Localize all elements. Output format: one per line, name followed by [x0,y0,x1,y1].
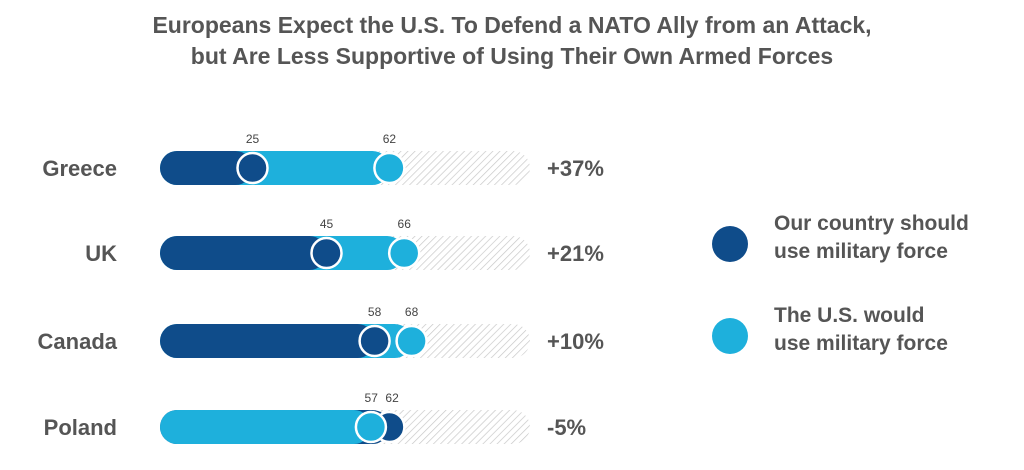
chart-title-line-2: but Are Less Supportive of Using Their O… [190,43,834,69]
category-label: Poland [44,415,117,440]
value-label-us: 57 [365,391,379,405]
category-label: Canada [38,329,118,354]
chart-title-line-1: Europeans Expect the U.S. To Defend a NA… [152,12,872,38]
category-label: Greece [42,156,117,181]
legend: Our country should use military force Th… [712,210,1012,394]
bar-base-poland [160,410,371,444]
chart-title: Europeans Expect the U.S. To Defend a NA… [0,10,1024,72]
legend-label-line: use military force [774,332,948,355]
legend-item-us: The U.S. would use military force [712,302,1012,394]
value-label-our-country: 45 [320,217,334,231]
legend-label-us: The U.S. would use military force [774,302,1004,358]
bar-base-canada [160,324,375,358]
marker-our-country-greece [236,151,269,185]
marker-our-country-uk [310,236,343,270]
legend-label-line: Our country should [774,212,969,235]
marker-us-uk [387,236,421,270]
legend-label-line: The U.S. would [774,304,925,327]
value-label-us: 66 [398,217,412,231]
legend-swatch-our-country [712,226,748,262]
marker-us-poland [354,410,388,444]
difference-label: +10% [547,329,604,354]
value-label-our-country: 25 [246,132,260,146]
difference-label: +37% [547,156,604,181]
value-label-our-country: 58 [368,305,382,319]
marker-us-canada [395,324,428,358]
legend-item-our-country: Our country should use military force [712,210,1012,302]
difference-label: +21% [547,241,604,266]
value-label-our-country: 62 [385,391,399,405]
legend-swatch-us [712,318,748,354]
marker-our-country-canada [358,324,391,358]
difference-label: -5% [547,415,586,440]
category-label: UK [85,241,117,266]
bar-base-greece [160,151,253,185]
legend-label-our-country: Our country should use military force [774,210,1004,266]
legend-label-line: use military force [774,240,948,263]
bar-base-uk [160,236,327,270]
value-label-us: 68 [405,305,419,319]
value-label-us: 62 [383,132,397,146]
marker-us-greece [373,151,406,185]
